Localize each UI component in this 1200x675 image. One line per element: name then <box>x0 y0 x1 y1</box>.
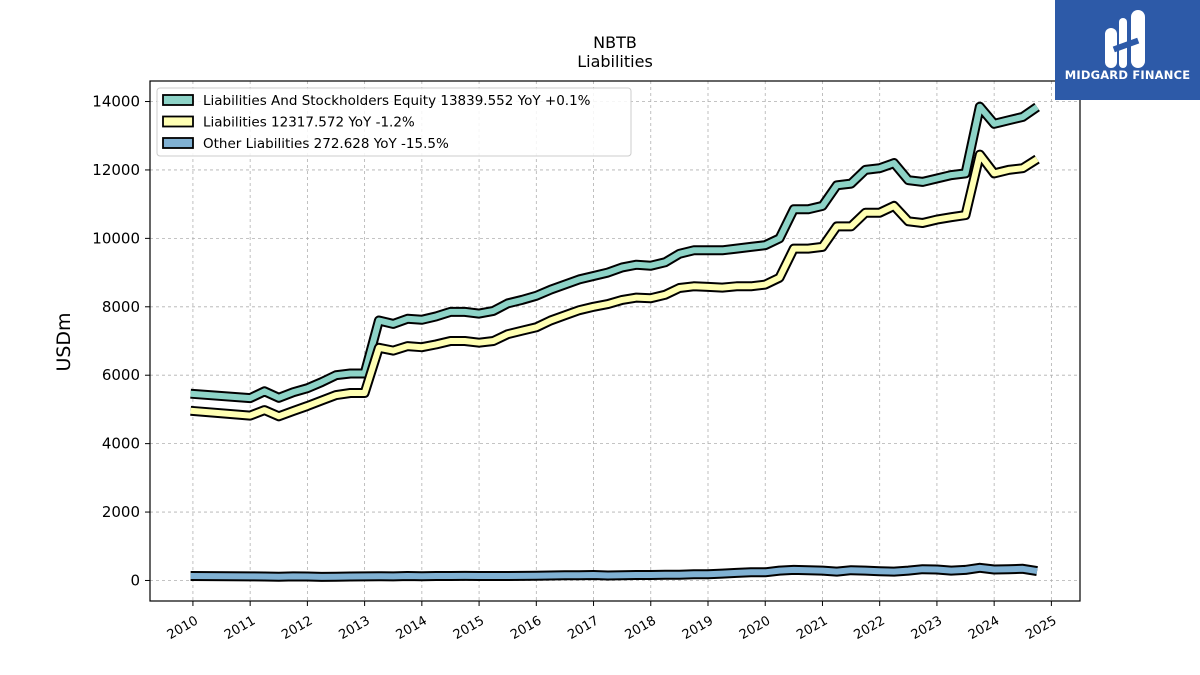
series-line-fill <box>190 564 1038 580</box>
y-tick-label: 10000 <box>92 229 140 247</box>
legend-swatch <box>162 137 194 149</box>
y-tick-label: 8000 <box>102 298 140 316</box>
y-tick-label: 4000 <box>102 435 140 453</box>
x-tick-label: 2023 <box>909 613 945 643</box>
legend-box <box>156 87 632 157</box>
legend-swatch <box>162 115 194 128</box>
x-tick-label: 2024 <box>966 613 1002 643</box>
x-tick-label: 2016 <box>508 613 544 643</box>
x-tick-label: 2018 <box>623 613 659 643</box>
x-tick-label: 2017 <box>565 613 601 643</box>
logo-text: MIDGARD FINANCE <box>1064 68 1191 82</box>
y-tick-label: 12000 <box>92 161 140 179</box>
x-tick-label: 2020 <box>737 613 773 643</box>
legend-swatch <box>162 94 194 106</box>
series-line-outline <box>190 149 1040 422</box>
x-tick-label: 2025 <box>1023 613 1059 643</box>
y-tick-label: 2000 <box>102 503 140 521</box>
x-tick-label: 2014 <box>394 613 430 643</box>
x-tick-label: 2021 <box>794 613 830 643</box>
y-tick-label: 0 <box>130 571 140 589</box>
series-line <box>190 149 1040 422</box>
series-line-fill <box>190 103 1039 402</box>
series-line <box>190 101 1040 404</box>
y-tick-label: 6000 <box>102 366 140 384</box>
x-tick-label: 2013 <box>336 613 372 643</box>
plot-frame <box>149 80 1081 602</box>
grid <box>150 81 1080 601</box>
y-tick-label: 14000 <box>92 93 140 111</box>
y-axis-label: USDm <box>53 312 75 371</box>
brand-logo: MIDGARD FINANCE <box>1055 0 1200 100</box>
legend-entry-label: Liabilities And Stockholders Equity 1383… <box>203 93 591 109</box>
series-layer <box>190 101 1040 582</box>
x-tick-label: 2012 <box>279 613 315 643</box>
legend-entry-label: Other Liabilities 272.628 YoY -15.5% <box>203 136 449 152</box>
chart-subtitle: Liabilities <box>577 52 653 71</box>
x-tick-label: 2015 <box>451 613 487 643</box>
legend: Liabilities And Stockholders Equity 1383… <box>156 87 632 157</box>
axis-ticks: 0 2000 4000 6000 8000 10000 12000 14000 2010 2011… <box>92 93 1059 643</box>
x-tick-label: 2022 <box>852 613 888 643</box>
legend-entry-label: Liabilities 12317.572 YoY -1.2% <box>203 115 415 131</box>
series-line-fill <box>190 151 1039 420</box>
logo-mark-icon <box>1105 10 1145 68</box>
x-tick-label: 2011 <box>222 613 258 643</box>
x-tick-label: 2010 <box>165 613 201 643</box>
series-line <box>190 562 1038 582</box>
x-tick-label: 2019 <box>680 613 716 643</box>
chart-title: NBTB <box>593 33 637 52</box>
